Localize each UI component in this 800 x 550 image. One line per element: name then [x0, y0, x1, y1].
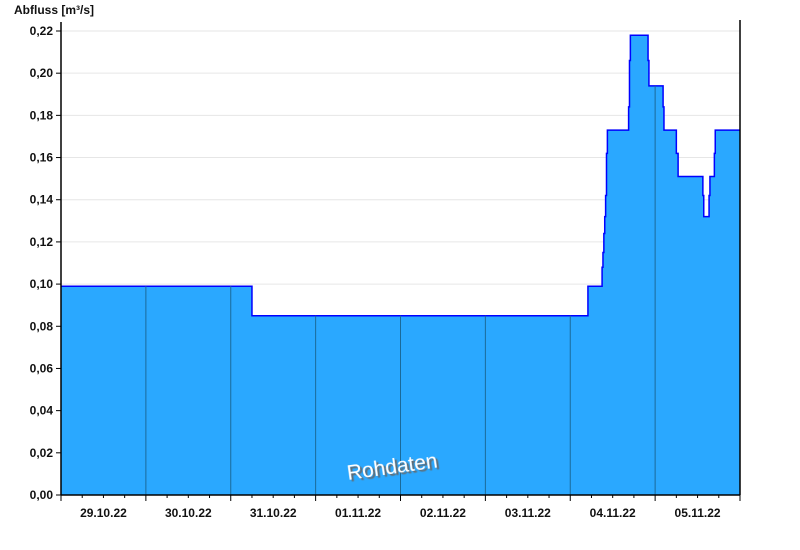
y-tick-label: 0,14: [30, 193, 54, 207]
y-tick-label: 0,00: [30, 488, 54, 502]
x-tick-label: 31.10.22: [250, 506, 297, 520]
y-tick-label: 0,20: [30, 66, 54, 80]
y-tick-label: 0,04: [30, 404, 54, 418]
y-tick-label: 0,12: [30, 235, 54, 249]
y-tick-label: 0,08: [30, 319, 54, 333]
y-tick-label: 0,16: [30, 151, 54, 165]
x-tick-label: 04.11.22: [590, 506, 636, 520]
discharge-line: [61, 34, 740, 317]
y-tick-label: 0,22: [30, 24, 54, 38]
y-axis-title: Abfluss [m³/s]: [14, 3, 94, 17]
y-tick-label: 0,02: [30, 446, 54, 460]
x-tick-label: 05.11.22: [675, 506, 721, 520]
y-tick-label: 0,10: [30, 277, 54, 291]
x-tick-label: 29.10.22: [80, 506, 127, 520]
x-tick-label: 30.10.22: [165, 506, 212, 520]
x-tick-label: 01.11.22: [335, 506, 381, 520]
y-tick-label: 0,18: [30, 108, 54, 122]
y-tick-label: 0,06: [30, 361, 54, 375]
x-tick-label: 02.11.22: [420, 506, 466, 520]
x-tick-label: 03.11.22: [505, 506, 551, 520]
